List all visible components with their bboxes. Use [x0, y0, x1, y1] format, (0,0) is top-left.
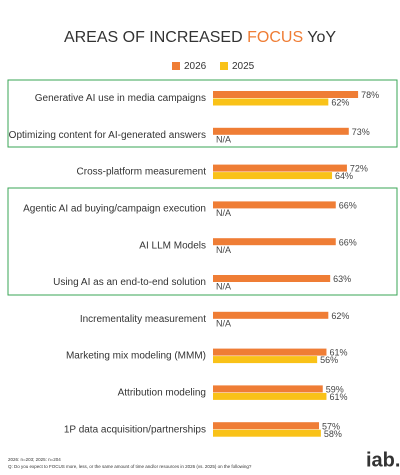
value-label: 72% — [350, 164, 368, 174]
bar — [213, 422, 320, 430]
value-label: 56% — [320, 355, 338, 365]
legend-swatch — [220, 62, 228, 70]
value-label: 73% — [352, 127, 370, 137]
logo: iab. — [366, 449, 400, 471]
category-label: Incrementality measurement — [80, 314, 206, 325]
category-label: Agentic AI ad buying/campaign execution — [23, 204, 206, 215]
bar — [213, 164, 347, 172]
value-label: N/A — [216, 245, 231, 255]
highlight-box — [7, 79, 398, 148]
value-label: N/A — [216, 318, 231, 328]
bar — [213, 392, 327, 400]
bar — [213, 98, 329, 106]
category-label: Marketing mix modeling (MMM) — [66, 351, 206, 362]
category-label: Generative AI use in media campaigns — [35, 93, 206, 104]
category-label: Attribution modeling — [118, 388, 206, 399]
bar — [213, 275, 331, 282]
value-label: 62% — [331, 311, 349, 321]
bar — [213, 172, 333, 180]
footnote: 2026: n=203; 2025: n=204 — [8, 457, 61, 462]
bar — [213, 356, 318, 364]
legend-label: 2025 — [232, 61, 255, 72]
category-label: Optimizing content for AI-generated answ… — [9, 130, 206, 141]
legend-swatch — [172, 62, 180, 70]
value-label: N/A — [216, 208, 231, 218]
bar — [213, 127, 349, 135]
value-label: 66% — [339, 201, 357, 211]
bar — [213, 91, 359, 98]
value-label: N/A — [216, 282, 231, 292]
category-label: AI LLM Models — [139, 240, 206, 251]
bar — [213, 238, 336, 246]
bar — [213, 201, 336, 209]
value-label: 66% — [339, 237, 357, 247]
bar — [213, 311, 329, 319]
title-part: AREAS OF INCREASED — [64, 29, 243, 46]
value-label: 78% — [361, 90, 379, 100]
bar — [213, 348, 327, 356]
value-label: 64% — [335, 171, 353, 181]
bar — [213, 385, 323, 393]
category-label: Using AI as an end-to-end solution — [53, 277, 206, 288]
value-label: 61% — [329, 392, 347, 402]
legend-label: 2026 — [184, 61, 207, 72]
title-part: YoY — [307, 29, 336, 46]
value-label: 58% — [324, 429, 342, 439]
chart-title: AREAS OF INCREASED FOCUS YoY — [64, 29, 336, 46]
highlight-box — [7, 187, 398, 296]
title-part: FOCUS — [247, 29, 303, 46]
bar — [213, 429, 321, 437]
value-label: 61% — [329, 348, 347, 358]
footnote: Q: Do you expect to FOCUS more, less, or… — [8, 464, 252, 469]
value-label: 59% — [326, 385, 344, 395]
value-label: 63% — [333, 274, 351, 284]
value-label: 62% — [331, 98, 349, 108]
category-label: 1P data acquisition/partnerships — [64, 424, 206, 435]
value-label: N/A — [216, 134, 231, 144]
value-label: 57% — [322, 421, 340, 431]
category-label: Cross-platform measurement — [77, 167, 207, 178]
